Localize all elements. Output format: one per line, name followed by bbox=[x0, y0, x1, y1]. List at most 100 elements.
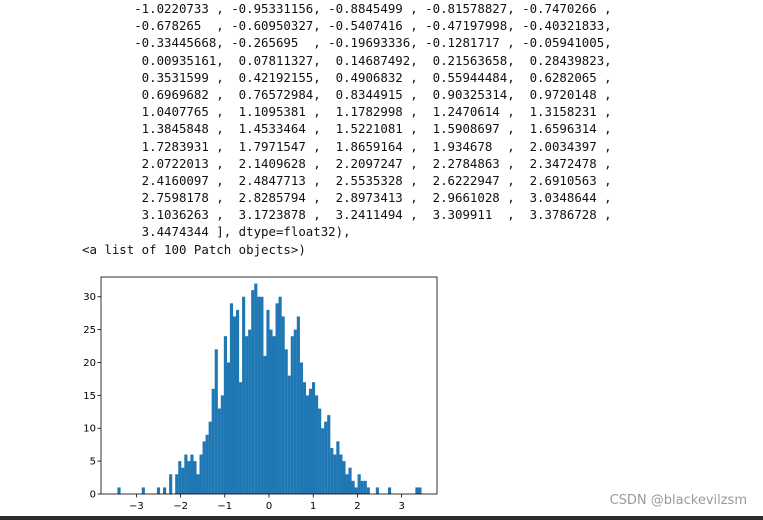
histogram-bar bbox=[351, 480, 355, 494]
histogram-bar bbox=[315, 395, 319, 494]
histogram-bar bbox=[208, 421, 212, 494]
histogram-bar bbox=[260, 296, 264, 494]
histogram-bar bbox=[184, 454, 188, 494]
histogram-bar bbox=[254, 283, 258, 494]
bars-group bbox=[117, 283, 422, 494]
histogram-bar bbox=[415, 487, 419, 494]
y-tick-label: 30 bbox=[83, 292, 96, 303]
x-tick-label: −2 bbox=[173, 501, 188, 512]
histogram-bar bbox=[363, 480, 367, 494]
histogram-bar bbox=[178, 461, 182, 494]
histogram-bar bbox=[302, 382, 307, 494]
histogram-bar bbox=[339, 454, 343, 494]
histogram-bar bbox=[345, 474, 349, 494]
histogram-bar bbox=[187, 461, 191, 494]
output-line: -1.0220733 , -0.95331156, -0.8845499 , -… bbox=[82, 1, 612, 16]
histogram-bar bbox=[336, 441, 340, 494]
bottom-border bbox=[0, 516, 763, 520]
histogram-bar bbox=[357, 474, 361, 494]
histogram-bar bbox=[342, 461, 346, 494]
histogram-bar bbox=[299, 362, 303, 494]
histogram-bar bbox=[308, 388, 313, 494]
output-line: <a list of 100 Patch objects>) bbox=[82, 241, 306, 257]
histogram-bar bbox=[293, 329, 297, 494]
histogram-bar bbox=[223, 336, 227, 494]
histogram-bar bbox=[156, 487, 161, 494]
histogram-bar bbox=[275, 303, 279, 494]
histogram-bar bbox=[348, 467, 352, 494]
histogram-bar bbox=[311, 382, 316, 494]
histogram-bar bbox=[418, 487, 422, 494]
output-line: 3.4474344 ], dtype=float32), bbox=[82, 224, 351, 240]
output-line: 1.3845848 , 1.4533464 , 1.5221081 , 1.59… bbox=[82, 121, 612, 137]
histogram-bar bbox=[214, 349, 218, 494]
output-line: 2.0722013 , 2.1409628 , 2.2097247 , 2.27… bbox=[82, 155, 612, 171]
y-axis: 0 5 10 15 20 25 30 bbox=[83, 292, 101, 501]
output-line: 3.1036263 , 3.1723878 , 3.2411494 , 3.30… bbox=[82, 207, 612, 223]
histogram-bar bbox=[169, 474, 173, 494]
y-tick-label: 0 bbox=[90, 490, 96, 501]
histogram-bar bbox=[290, 336, 294, 494]
histogram-bar bbox=[163, 487, 167, 494]
histogram-bar bbox=[387, 487, 392, 494]
histogram-bar bbox=[193, 461, 197, 494]
output-line: -0.33445668, -0.265695 , -0.19693336, -0… bbox=[82, 35, 612, 51]
x-tick-label: 1 bbox=[310, 501, 316, 512]
histogram-bar bbox=[220, 395, 224, 494]
x-tick-label: −1 bbox=[217, 501, 232, 512]
histogram-bar bbox=[263, 355, 267, 494]
histogram-bar bbox=[330, 447, 334, 494]
histogram-bar bbox=[245, 336, 249, 494]
histogram-bar bbox=[235, 309, 240, 494]
histogram-bar bbox=[266, 309, 270, 494]
histogram-bar bbox=[205, 434, 209, 494]
output-line: 2.7598178 , 2.8285794 , 2.8973413 , 2.96… bbox=[82, 190, 612, 206]
histogram-bar bbox=[175, 474, 179, 494]
histogram-bar bbox=[199, 454, 203, 494]
plot-frame bbox=[100, 276, 438, 495]
y-tick-label: 20 bbox=[83, 358, 96, 369]
histogram-bar bbox=[117, 487, 121, 494]
histogram-bar bbox=[257, 296, 261, 494]
histogram-bar bbox=[202, 441, 206, 494]
histogram-bar bbox=[196, 474, 200, 494]
histogram-bar bbox=[354, 487, 358, 494]
histogram-bar bbox=[366, 487, 370, 494]
x-axis: −3 −2 −1 0 1 2 3 bbox=[129, 494, 405, 512]
output-line: -0.678265 , -0.60950327, -0.5407416 , -0… bbox=[82, 18, 612, 34]
histogram-bar bbox=[305, 395, 310, 494]
x-tick-label: 3 bbox=[398, 501, 404, 512]
y-tick-label: 5 bbox=[90, 457, 96, 468]
output-line: 1.7283931 , 1.7971547 , 1.8659164 , 1.93… bbox=[82, 138, 612, 154]
histogram-bar bbox=[272, 336, 276, 494]
histogram-bar bbox=[242, 296, 246, 494]
histogram-bar bbox=[229, 303, 234, 494]
histogram-bar bbox=[217, 408, 221, 494]
histogram-bar bbox=[318, 408, 322, 494]
histogram-bar bbox=[333, 454, 337, 494]
histogram-bar bbox=[239, 382, 243, 494]
output-line: 0.6969682 , 0.76572984, 0.8344915 , 0.90… bbox=[82, 86, 612, 102]
histogram-bar bbox=[232, 316, 237, 494]
x-tick-label: −3 bbox=[129, 501, 144, 512]
y-tick-label: 15 bbox=[83, 391, 96, 402]
histogram-bar bbox=[269, 329, 273, 494]
histogram-bar bbox=[375, 487, 379, 494]
histogram-bar bbox=[141, 487, 145, 494]
y-tick-label: 10 bbox=[83, 424, 96, 435]
histogram-bar bbox=[226, 362, 231, 494]
histogram-bar bbox=[278, 296, 282, 494]
histogram-bar bbox=[248, 329, 252, 494]
cell-output-text: -1.0220733 , -0.95331156, -0.8845499 , -… bbox=[82, 0, 612, 258]
histogram-bar bbox=[360, 480, 364, 494]
histogram-bar bbox=[296, 316, 300, 494]
histogram-chart: 0 5 10 15 20 25 30 −3 −2 −1 0 1 2 3 bbox=[83, 276, 438, 512]
histogram-bar bbox=[284, 349, 288, 494]
histogram-bar bbox=[181, 467, 185, 494]
output-line: 0.00935161, 0.07811327, 0.14687492, 0.21… bbox=[82, 52, 612, 68]
output-line: 1.0407765 , 1.1095381 , 1.1782998 , 1.24… bbox=[82, 104, 612, 120]
watermark: CSDN @blackevilzsm bbox=[609, 493, 747, 508]
histogram-bar bbox=[327, 415, 331, 494]
x-tick-label: 0 bbox=[266, 501, 272, 512]
histogram-bar bbox=[211, 388, 215, 494]
